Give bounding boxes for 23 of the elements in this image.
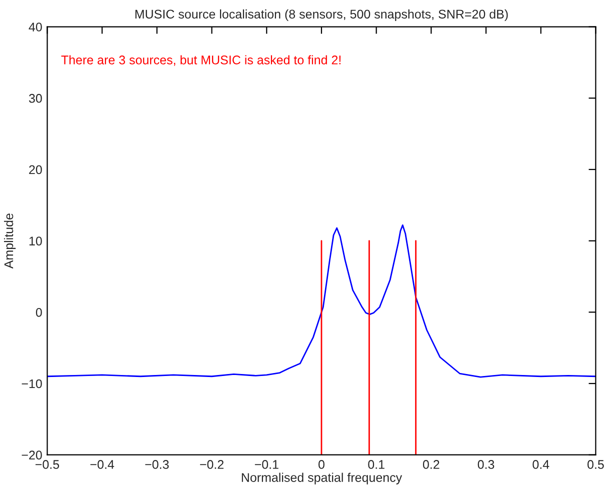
x-tick-label: −0.3	[145, 460, 169, 469]
y-tick-label: −20	[22, 450, 42, 460]
chart-title: MUSIC source localisation (8 sensors, 500 snapshots, SNR=20 dB)	[135, 9, 508, 22]
line-series	[47, 224, 596, 378]
y-tick-label: 30	[28, 94, 42, 103]
x-tick-label: −0.4	[90, 460, 114, 469]
x-tick-label: 0.4	[532, 460, 550, 469]
annotation: There are 3 sources, but MUSIC is asked to find 2!	[61, 55, 341, 66]
x-tick-label: −0.2	[200, 460, 224, 469]
x-tick-label: −0.1	[254, 460, 278, 469]
y-tick-label: −10	[22, 379, 42, 388]
x-tick-label: 0.2	[422, 460, 440, 469]
y-tick-label: 0	[36, 308, 42, 317]
x-tick-label: 0.1	[368, 460, 384, 469]
x-tick-label: 0	[318, 460, 324, 469]
y-tick-label: 10	[29, 236, 42, 246]
y-axis-title: Amplitude	[4, 214, 16, 269]
x-tick-label: 0.5	[588, 460, 604, 469]
y-tick-label: 40	[28, 22, 42, 32]
x-tick-label: −0.5	[36, 460, 60, 469]
x-tick-label: 0.3	[478, 460, 494, 469]
y-tick-label: 20	[29, 165, 42, 174]
x-axis-title: Normalised spatial frequency	[242, 472, 402, 484]
